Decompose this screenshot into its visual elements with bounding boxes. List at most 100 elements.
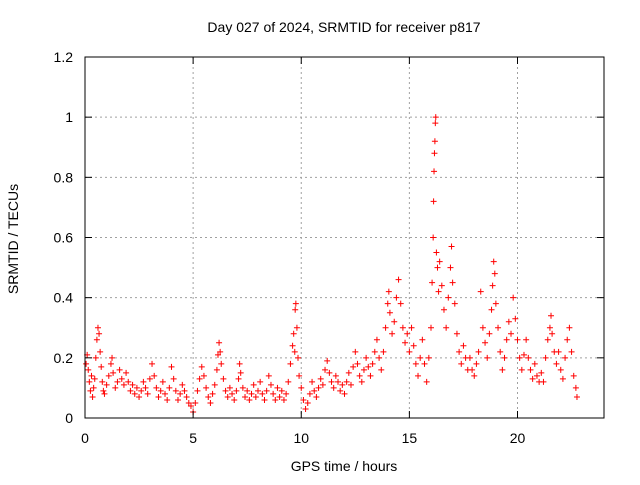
data-point — [125, 378, 132, 385]
data-point — [482, 339, 489, 346]
data-point — [341, 390, 348, 397]
ticks-layer: 0 0.2 0.4 0.6 0.8 1 1.2 0 5 10 15 20 — [54, 49, 604, 446]
data-point — [265, 372, 272, 379]
data-point — [183, 393, 190, 400]
data-point — [419, 336, 426, 343]
data-point — [255, 387, 261, 394]
data-point — [417, 354, 424, 361]
data-point — [555, 348, 562, 355]
data-point — [239, 384, 246, 391]
data-point — [101, 390, 108, 397]
data-point — [431, 168, 438, 175]
data-point — [382, 324, 389, 331]
data-point — [322, 366, 329, 373]
data-point — [242, 393, 249, 400]
data-point — [373, 336, 380, 343]
data-point — [198, 363, 205, 370]
data-point — [88, 372, 95, 379]
data-point — [429, 279, 436, 286]
points-layer — [83, 114, 580, 415]
data-point — [488, 306, 495, 313]
data-point — [105, 372, 112, 379]
data-point — [166, 384, 173, 391]
data-point — [116, 366, 123, 373]
data-point — [369, 360, 376, 367]
data-point — [410, 342, 417, 349]
data-point — [93, 336, 100, 343]
data-point — [146, 375, 153, 382]
data-point — [224, 393, 231, 400]
data-point — [343, 378, 350, 385]
data-point — [402, 339, 409, 346]
data-point — [291, 348, 298, 355]
data-point — [477, 288, 484, 295]
data-point — [235, 375, 242, 382]
data-point — [272, 396, 279, 403]
data-point — [159, 378, 166, 385]
data-point — [447, 264, 454, 271]
data-point — [434, 264, 441, 271]
data-point — [542, 354, 549, 361]
data-point — [218, 360, 225, 367]
data-point — [153, 384, 160, 391]
data-point — [306, 390, 313, 397]
data-point — [324, 357, 331, 364]
data-point — [263, 387, 270, 394]
data-point — [538, 369, 545, 376]
data-point — [484, 354, 491, 361]
data-point — [433, 249, 440, 256]
data-point — [257, 378, 264, 385]
data-point — [313, 393, 320, 400]
data-point — [296, 372, 303, 379]
data-point — [216, 339, 223, 346]
data-point — [89, 393, 96, 400]
data-point — [112, 384, 119, 391]
data-point — [354, 360, 361, 367]
data-point — [495, 324, 502, 331]
data-point — [131, 390, 138, 397]
data-point — [546, 324, 553, 331]
data-point — [292, 306, 299, 313]
data-point — [531, 360, 538, 367]
data-point — [435, 288, 442, 295]
data-point — [510, 294, 517, 301]
data-point — [499, 366, 506, 373]
grid-layer — [85, 57, 604, 418]
data-point — [151, 372, 158, 379]
data-point — [261, 396, 268, 403]
y-tick-label: 1.2 — [54, 49, 74, 65]
data-point — [572, 384, 579, 391]
data-point — [92, 354, 99, 361]
data-point — [425, 354, 432, 361]
y-tick-label: 0.6 — [54, 230, 74, 246]
data-point — [177, 390, 184, 397]
y-tick-label: 0.8 — [54, 169, 74, 185]
data-point — [211, 381, 218, 388]
data-point — [549, 330, 556, 337]
data-point — [339, 381, 346, 388]
data-point — [523, 336, 530, 343]
data-point — [533, 372, 540, 379]
data-point — [393, 294, 400, 301]
data-point — [438, 282, 445, 289]
y-tick-label: 0.4 — [54, 290, 74, 306]
data-point — [395, 276, 402, 283]
data-point — [289, 342, 296, 349]
data-point — [516, 354, 523, 361]
data-point — [356, 372, 363, 379]
data-point — [460, 342, 467, 349]
data-point — [423, 378, 430, 385]
data-point — [259, 390, 266, 397]
data-point — [544, 336, 551, 343]
data-point — [527, 366, 534, 373]
data-point — [107, 360, 114, 367]
data-point — [568, 348, 575, 355]
data-point — [489, 282, 496, 289]
data-point — [278, 387, 285, 394]
x-tick-label: 20 — [510, 430, 526, 446]
data-point — [203, 384, 210, 391]
data-point — [430, 234, 437, 241]
data-point — [129, 381, 136, 388]
data-point — [172, 387, 179, 394]
data-point — [220, 375, 227, 382]
